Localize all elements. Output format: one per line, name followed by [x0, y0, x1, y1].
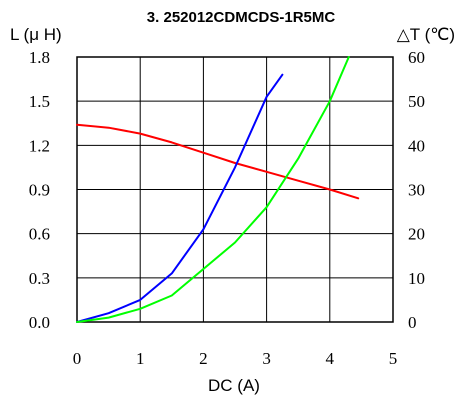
y-left-tick-label: 0.3	[29, 269, 50, 288]
y-left-tick-label: 0.0	[29, 313, 50, 332]
x-tick-label: 0	[73, 349, 82, 368]
y-left-tick-label: 0.9	[29, 181, 50, 200]
y-left-tick-label: 0.6	[29, 225, 50, 244]
y-left-axis-label: L (μ H)	[10, 25, 62, 44]
series-line-2	[76, 73, 284, 323]
x-axis-label: DC (A)	[208, 376, 260, 395]
plot-frame	[76, 56, 394, 323]
series-line-3	[76, 56, 350, 323]
y-right-tick-label: 0	[408, 313, 417, 332]
x-tick-label: 5	[389, 349, 398, 368]
series-line-1	[76, 123, 360, 200]
y-right-tick-label: 40	[408, 136, 425, 155]
series-group	[76, 56, 360, 323]
y-right-tick-label: 20	[408, 225, 425, 244]
y-right-tick-label: 10	[408, 269, 425, 288]
chart-title: 3. 252012CDMCDS-1R5MC	[147, 9, 336, 26]
x-tick-label: 1	[136, 349, 145, 368]
y-right-tick-label: 50	[408, 92, 425, 111]
y-right-tick-label: 60	[408, 48, 425, 67]
y-left-tick-label: 1.2	[29, 136, 50, 155]
x-tick-label: 4	[326, 349, 335, 368]
x-tick-label: 3	[262, 349, 271, 368]
grid	[76, 56, 394, 323]
y-left-tick-label: 1.5	[29, 92, 50, 111]
y-left-tick-label: 1.8	[29, 48, 50, 67]
tick-labels: 0 1 2 3 4 5 0.0 0.3 0.6 0.9 1.2 1.5 1.8 0 10 20 30 40 50 60	[29, 48, 425, 368]
x-tick-label: 2	[199, 349, 208, 368]
y-right-tick-label: 30	[408, 181, 425, 200]
y-right-axis-label: △T (℃)	[397, 25, 455, 44]
